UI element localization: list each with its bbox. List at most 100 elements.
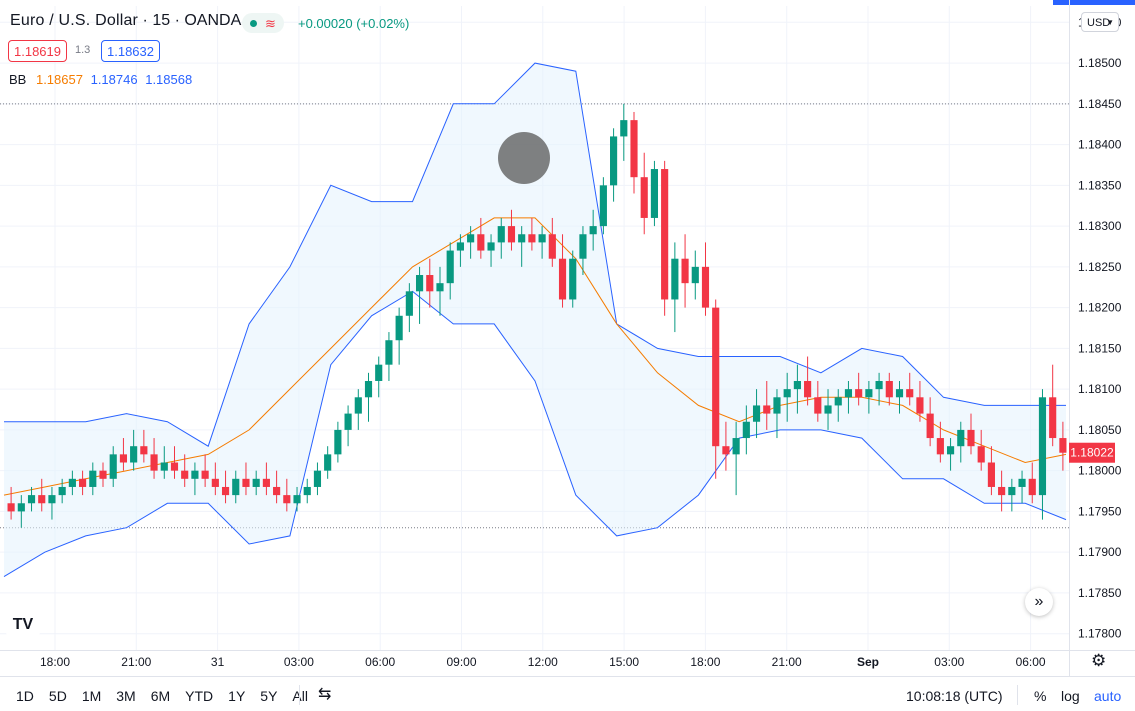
candle-body [58, 486, 66, 496]
candle-body [518, 234, 526, 243]
exchange-label: OANDA [184, 12, 242, 29]
candle-body [48, 495, 56, 504]
x-tick-label: 06:00 [365, 655, 395, 669]
candle-body [957, 429, 965, 447]
candle-body [885, 380, 893, 398]
candle-body [691, 266, 699, 284]
candle-body [538, 234, 546, 243]
range-button-1m[interactable]: 1M [81, 688, 102, 704]
gear-icon[interactable]: ⚙ [1091, 651, 1107, 670]
candle-body [467, 234, 475, 243]
log-toggle[interactable]: log [1061, 688, 1080, 704]
candle-body [732, 438, 740, 455]
candle-body [610, 136, 618, 186]
x-tick-label: 06:00 [1016, 655, 1046, 669]
date-range-picker-icon[interactable]: ⇆ [318, 686, 332, 703]
last-price-badge [1069, 442, 1115, 463]
candle-body [456, 242, 464, 251]
candle-body [661, 169, 669, 300]
candle-body [650, 169, 659, 218]
candle-body [7, 503, 15, 512]
x-tick-label: 03:00 [284, 655, 314, 669]
candle-body [916, 397, 924, 414]
candle-body [313, 470, 322, 487]
chevron-down-icon: ▼ [1106, 18, 1114, 27]
indicator-name: BB [9, 72, 27, 87]
candle-body [712, 307, 720, 447]
range-button-1d[interactable]: 1D [16, 688, 34, 704]
candle-body [681, 258, 689, 284]
x-tick-label: 21:00 [121, 655, 151, 669]
range-button-6m[interactable]: 6M [150, 688, 171, 704]
candle-body [436, 283, 444, 292]
scroll-to-realtime-button[interactable]: » [1025, 588, 1053, 616]
candle-body [1018, 478, 1026, 487]
candle-body [804, 380, 812, 398]
candle-body [855, 389, 863, 398]
range-button-3m[interactable]: 3M [116, 688, 136, 704]
range-button-5d[interactable]: 5D [48, 688, 67, 704]
candle-body [119, 454, 128, 463]
tradingview-logo[interactable]: TV [6, 612, 40, 638]
date-range-group: 1D 5D 1M 3M 6M YTD 1Y 5Y All [16, 688, 308, 704]
candle-body [375, 364, 383, 381]
range-button-5y[interactable]: 5Y [260, 688, 278, 704]
candle-body [477, 234, 485, 251]
candle-body [344, 413, 352, 430]
bollinger-band-fill [4, 63, 1066, 577]
candle-body [579, 234, 587, 259]
y-tick-label: 1.18450 [1078, 97, 1122, 111]
top-accent-bar [1053, 0, 1135, 5]
bollinger-upper-line [4, 62, 1066, 447]
sell-price-button[interactable]: 1.18619 [8, 40, 67, 62]
candle-body [262, 478, 270, 487]
buy-price-button[interactable]: 1.18632 [101, 40, 160, 62]
bollinger-legend[interactable]: BB 1.18657 1.18746 1.18568 [9, 72, 196, 87]
candle-body [824, 405, 832, 414]
candle-body [773, 397, 781, 414]
range-button-ytd[interactable]: YTD [185, 688, 214, 704]
y-tick-label: 1.17800 [1078, 627, 1122, 641]
y-tick-label: 1.17850 [1078, 586, 1122, 600]
cursor-highlight-marker [498, 132, 550, 184]
auto-toggle[interactable]: auto [1094, 688, 1122, 704]
candle-body [293, 495, 301, 504]
candle-body [701, 266, 710, 308]
candle-body [1059, 438, 1067, 453]
symbol-header[interactable]: Euro / U.S. Dollar · 15 · OANDA [10, 12, 241, 30]
y-tick-label: 1.17900 [1078, 545, 1122, 559]
symbol-dot-separator: · [142, 12, 153, 29]
candle-body [211, 478, 219, 487]
range-button-all[interactable]: All [292, 688, 308, 704]
double-chevron-right-icon: » [1034, 593, 1044, 610]
candle-body [364, 380, 373, 398]
symbol-dot-separator: · [174, 12, 185, 29]
candle-body [620, 120, 628, 137]
candle-body [1028, 478, 1036, 496]
candle-body [977, 446, 985, 463]
candle-body [946, 446, 955, 455]
price-chart[interactable]: 1.185501.185001.184501.184001.183501.183… [0, 0, 1135, 676]
indicator-lower-value: 1.18568 [145, 72, 193, 87]
candle-body [1038, 397, 1047, 496]
percent-toggle[interactable]: % [1034, 688, 1047, 704]
candle-body [232, 478, 240, 496]
currency-select[interactable]: USD ▼ [1081, 12, 1119, 32]
candle-body [599, 185, 607, 227]
x-tick-label: Sep [857, 655, 879, 669]
candle-body [201, 470, 209, 479]
candle-body [181, 470, 189, 479]
candle-body [79, 478, 87, 487]
candle-body [99, 470, 107, 479]
candle-body [783, 389, 791, 398]
candle-body [814, 397, 822, 414]
bottom-toolbar: 1D 5D 1M 3M 6M YTD 1Y 5Y All ⇆ 10:08:18 (UTC) % … [0, 676, 1135, 711]
range-button-1y[interactable]: 1Y [228, 688, 246, 704]
price-change: +0.00020 (+0.02%) [298, 16, 410, 31]
y-tick-label: 1.18050 [1078, 423, 1122, 437]
y-tick-label: 1.18150 [1078, 341, 1122, 355]
clock-label[interactable]: 10:08:18 (UTC) [906, 688, 1003, 704]
market-status-badge[interactable]: ≋ [242, 13, 284, 33]
candle-body [130, 446, 138, 463]
candle-body [875, 380, 883, 390]
